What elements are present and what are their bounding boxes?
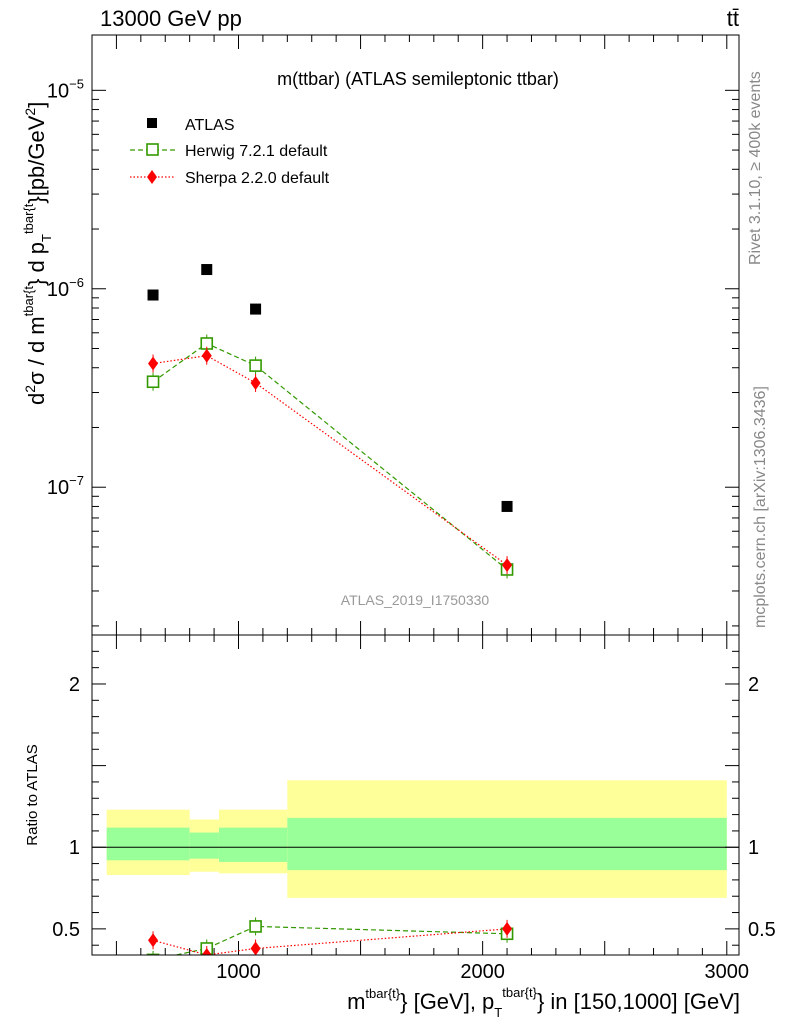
ratio-x-tick-labels: 1000 2000 3000 (216, 961, 749, 983)
ratio-point-sherpa (201, 948, 212, 955)
ratio-series-line-1 (152, 928, 508, 955)
x-tick-label: 1000 (216, 961, 261, 983)
ratio-ticks (92, 635, 739, 955)
legend-marker-atlas (147, 118, 157, 128)
y-tick-label: 10−7 (47, 473, 84, 499)
data-point-sherpa (148, 356, 159, 371)
ratio-uncertainty-bands (106, 780, 727, 898)
ratio-y-tick-label: 2 (69, 674, 80, 696)
process-label: tt̄ (727, 6, 739, 31)
x-axis-label: mtbar{t}} [GeV], pTtbar{t}} in [150,1000… (347, 985, 740, 1020)
series-line-1 (152, 342, 508, 570)
data-point-sherpa (201, 348, 212, 363)
band-inner (287, 817, 727, 871)
main-plot-title: m(ttbar) (ATLAS semileptonic ttbar) (277, 69, 559, 89)
ratio-y-tick-label: 0.5 (52, 919, 80, 941)
energy-label: 13000 GeV pp (100, 6, 242, 31)
ratio-y-axis-label: Ratio to ATLAS (24, 744, 41, 845)
rivet-label: Rivet 3.1.10, ≥ 400k events (747, 71, 764, 265)
data-point-atlas (250, 303, 262, 315)
legend-marker-herwig (146, 143, 159, 156)
x-tick-label: 3000 (705, 961, 750, 983)
band-inner (106, 827, 190, 861)
data-point-sherpa (250, 376, 261, 391)
ratio-series-lines (152, 925, 508, 955)
ratio-point-sherpa (250, 941, 261, 955)
ratio-y-tick-label: 1 (69, 837, 80, 859)
ratio-y-tick-label-right: 1 (748, 837, 759, 859)
ratio-series-line-0 (173, 925, 508, 955)
main-plot-panel: 10−7 10−6 10−5 m(ttbar) (ATLAS semileptoni… (21, 34, 740, 636)
ratio-point-herwig (249, 920, 262, 933)
mcplots-label: mcplots.cern.ch [arXiv:1306.3436] (752, 386, 769, 628)
x-tick-label: 2000 (460, 961, 505, 983)
y-tick-label: 10−5 (47, 76, 84, 102)
main-y-axis-label: d2σ / d mtbar{t} d pTtbar{t}[pb/GeV2] (21, 102, 54, 405)
ratio-point-sherpa (502, 921, 513, 936)
y-tick-label: 10−6 (47, 275, 84, 301)
data-point-sherpa (502, 558, 513, 573)
ratio-y-tick-label-right: 0.5 (748, 919, 776, 941)
data-point-atlas (501, 500, 513, 512)
data-point-herwig (249, 359, 262, 372)
data-point-herwig (146, 375, 160, 389)
ratio-y-tick-label-right: 2 (748, 674, 759, 696)
main-series-lines (152, 342, 508, 570)
ratio-point-sherpa (148, 933, 159, 948)
main-ticks (92, 35, 739, 635)
ratio-plot-panel: 0.5 0.5 1 1 2 2 1000 2000 3000 Ratio to ATLAS m… (24, 634, 776, 1020)
band-inner (189, 832, 219, 859)
data-point-atlas (147, 289, 159, 301)
main-y-tick-labels: 10−7 10−6 10−5 (47, 76, 84, 499)
data-point-atlas (201, 264, 213, 276)
legend: ATLAS Herwig 7.2.1 default Sherpa 2.2.0 … (130, 117, 330, 187)
watermark: ATLAS_2019_I1750330 (341, 592, 490, 608)
ratio-frame (91, 634, 740, 956)
series-line-2 (152, 355, 508, 566)
legend-marker-sherpa (147, 170, 157, 184)
ratio-y-tick-labels: 0.5 0.5 1 1 2 2 (52, 674, 776, 941)
legend-label-sherpa: Sherpa 2.2.0 default (185, 170, 330, 187)
main-data-points (146, 264, 514, 579)
ratio-point-herwig (146, 953, 160, 955)
legend-label-atlas: ATLAS (185, 117, 235, 134)
band-inner (218, 827, 288, 862)
legend-label-herwig: Herwig 7.2.1 default (185, 143, 328, 160)
